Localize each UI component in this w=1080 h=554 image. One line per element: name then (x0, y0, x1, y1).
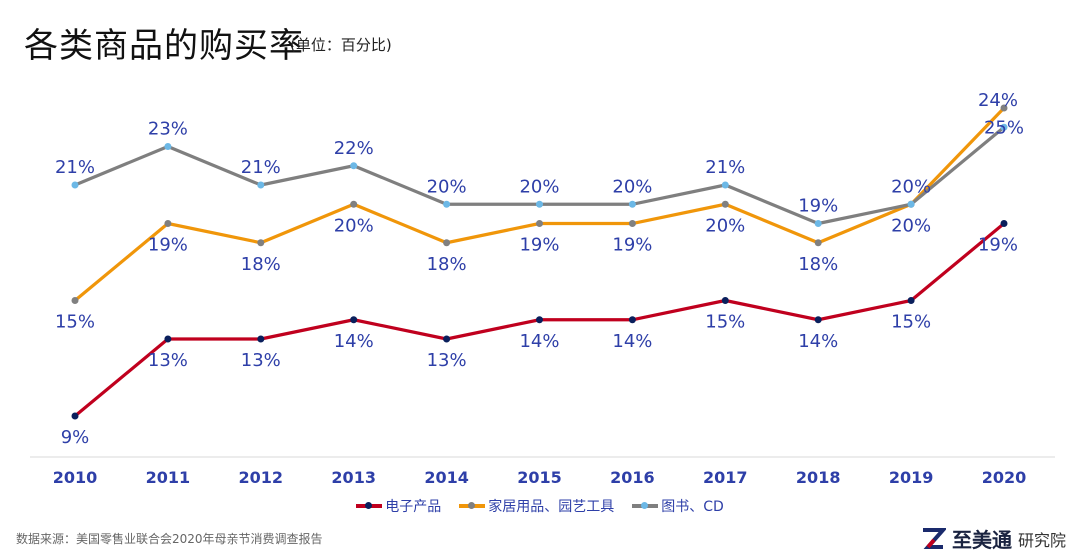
data-point (628, 220, 636, 227)
x-tick-label: 2018 (796, 468, 841, 487)
data-point (164, 220, 172, 227)
legend-label: 电子产品 (385, 499, 442, 515)
data-label: 21% (705, 157, 745, 178)
brand-sub: 研究院 (1017, 530, 1066, 550)
data-label: 15% (891, 312, 931, 333)
data-label: 20% (891, 176, 931, 197)
brand-name: 至美通 (951, 528, 1012, 552)
data-label: 18% (798, 254, 838, 275)
data-label: 13% (427, 350, 467, 371)
data-label: 9% (61, 427, 90, 448)
data-point (71, 181, 79, 189)
x-tick-label: 2014 (424, 468, 469, 487)
data-point (536, 316, 543, 324)
data-label: 18% (427, 254, 467, 275)
data-point (164, 143, 172, 150)
x-tick-label: 2012 (239, 468, 284, 487)
legend-label: 图书、CD (661, 499, 724, 515)
data-label: 19% (612, 235, 652, 256)
data-label: 25% (984, 117, 1024, 138)
data-point (443, 239, 451, 247)
data-label: 19% (519, 235, 559, 256)
data-point (1000, 220, 1008, 227)
data-label: 21% (241, 157, 281, 178)
data-label: 19% (978, 235, 1018, 256)
x-tick-label: 2019 (889, 468, 934, 487)
data-point (443, 335, 451, 343)
data-label: 20% (612, 176, 652, 197)
data-point (350, 200, 358, 208)
data-point (257, 181, 265, 189)
data-label: 14% (334, 331, 374, 352)
data-point (907, 200, 915, 208)
data-label: 23% (148, 119, 188, 140)
data-label: 13% (241, 350, 281, 371)
x-tick-label: 2020 (982, 468, 1027, 487)
legend: 电子产品 家居用品、园艺工具 图书、CD (0, 496, 1080, 516)
legend-swatch (356, 502, 383, 509)
data-point (907, 297, 915, 304)
data-label: 24% (978, 90, 1018, 111)
data-point (71, 412, 79, 420)
data-point (1000, 123, 1008, 131)
data-label: 14% (798, 331, 838, 352)
data-point (350, 162, 358, 170)
x-tick-label: 2016 (610, 468, 655, 487)
unit-label: (单位：百分比) (290, 36, 392, 54)
data-label: 20% (891, 215, 931, 236)
legend-label: 家居用品、园艺工具 (488, 499, 615, 515)
data-label: 22% (334, 138, 374, 159)
data-point (350, 316, 358, 324)
x-tick-label: 2013 (331, 468, 376, 487)
data-point (721, 297, 729, 304)
data-label: 20% (334, 215, 374, 236)
data-point (814, 239, 822, 247)
data-label: 18% (241, 254, 281, 275)
data-label: 15% (55, 312, 95, 333)
data-label: 14% (519, 331, 559, 352)
data-point (443, 200, 451, 208)
x-tick-label: 2015 (517, 468, 562, 487)
logo-icon (922, 527, 946, 549)
data-label: 14% (612, 331, 652, 352)
x-tick-label: 2010 (53, 468, 98, 487)
data-point (1000, 104, 1008, 112)
data-point (814, 220, 822, 227)
data-label: 20% (427, 176, 467, 197)
data-label: 21% (55, 157, 95, 178)
data-point (536, 220, 543, 227)
source-note: 数据来源：美国零售业联合会2020年母亲节消费调查报告 (16, 532, 323, 546)
x-tick-label: 2017 (703, 468, 748, 487)
data-point (257, 335, 265, 343)
data-point (257, 239, 265, 247)
data-point (536, 200, 543, 208)
x-tick-label: 2011 (146, 468, 191, 487)
data-label: 15% (705, 312, 745, 333)
data-label: 19% (148, 235, 188, 256)
data-point (721, 181, 729, 189)
line-chart: 2010 2011 2012 2013 2014 2015 2016 2017 2018 2019… (30, 90, 1055, 487)
data-point (628, 316, 636, 324)
data-point (164, 335, 172, 343)
brand-logo: 至美通 研究院 (920, 524, 1066, 553)
data-label: 13% (148, 350, 188, 371)
data-point (814, 316, 822, 324)
legend-item-books-cd: 图书、CD (632, 496, 724, 516)
data-label: 19% (798, 196, 838, 217)
data-point (721, 200, 729, 208)
legend-swatch (459, 502, 486, 509)
chart-title: 各类商品的购买率 (24, 26, 304, 66)
data-label: 20% (705, 215, 745, 236)
legend-item-electronics: 电子产品 (356, 496, 441, 516)
legend-swatch (632, 502, 659, 509)
data-point (71, 297, 79, 304)
data-point (628, 200, 636, 208)
data-label: 20% (519, 176, 559, 197)
legend-item-home-garden: 家居用品、园艺工具 (459, 496, 614, 516)
